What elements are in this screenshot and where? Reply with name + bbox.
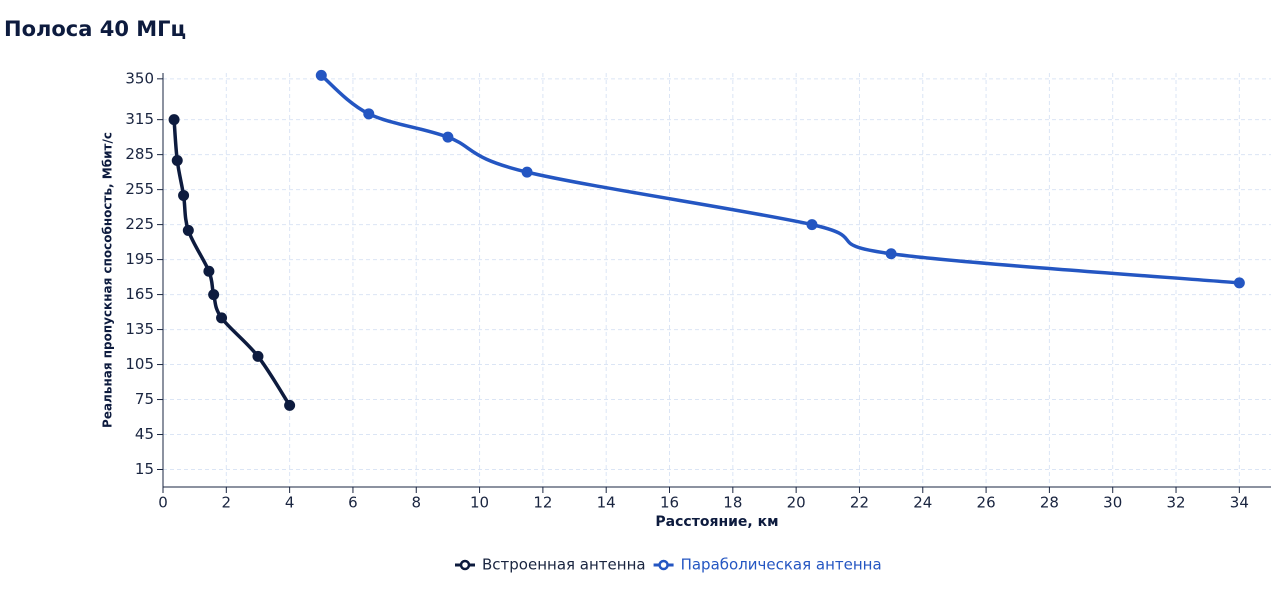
plot-area: [168, 69, 1245, 411]
x-tick-label: 4: [285, 494, 295, 512]
y-tick-label: 105: [125, 355, 154, 373]
point: [168, 114, 180, 126]
point: [171, 154, 183, 166]
legend-item[interactable]: Параболическая антенна: [653, 556, 882, 574]
point: [178, 189, 190, 201]
x-tick-label: 32: [1166, 494, 1185, 512]
legend-label: Параболическая антенна: [681, 556, 882, 574]
y-tick-label: 45: [135, 425, 154, 443]
point: [521, 166, 533, 178]
point: [315, 69, 327, 81]
legend-marker: [459, 559, 471, 571]
y-tick-label: 255: [125, 180, 154, 198]
chart-title: Полоса 40 МГц: [4, 17, 186, 41]
point: [203, 265, 215, 277]
point: [284, 399, 296, 411]
point: [363, 108, 375, 120]
point: [252, 350, 264, 362]
x-tick-label: 12: [533, 494, 552, 512]
point: [182, 224, 194, 236]
x-tick-label: 26: [977, 494, 996, 512]
x-tick-label: 20: [787, 494, 806, 512]
x-tick-label: 22: [850, 494, 869, 512]
legend: Встроенная антенна Параболическая антенна: [455, 556, 882, 574]
y-tick-label: 15: [135, 460, 154, 478]
x-tick-label: 14: [597, 494, 616, 512]
x-tick-label: 8: [411, 494, 421, 512]
y-tick-label: 225: [125, 215, 154, 233]
y-axis-label: Реальная пропускная способность, Мбит/с: [101, 132, 115, 428]
x-axis-label: Расстояние, км: [655, 514, 778, 530]
x-tick-label: 34: [1230, 494, 1249, 512]
y-tick-label: 195: [125, 250, 154, 268]
x-tick-label: 24: [913, 494, 932, 512]
x-tick-label: 16: [660, 494, 679, 512]
point: [885, 248, 897, 260]
point: [208, 289, 220, 301]
y-tick-label: 165: [125, 285, 154, 303]
point: [1233, 277, 1245, 289]
y-tick-label: 350: [125, 69, 154, 87]
x-tick-label: 28: [1040, 494, 1059, 512]
x-tick-label: 6: [348, 494, 358, 512]
x-tick-label: 2: [222, 494, 232, 512]
line: [172, 119, 292, 407]
legend-marker: [658, 559, 669, 571]
y-tick-label: 135: [125, 320, 154, 338]
point: [216, 312, 228, 324]
x-tick-label: 18: [723, 494, 742, 512]
x-tick-label: 0: [158, 494, 168, 512]
legend-item[interactable]: Встроенная антенна: [455, 556, 646, 574]
point: [806, 219, 818, 231]
y-tick-label: 75: [135, 390, 154, 408]
y-tick-label: 285: [125, 145, 154, 163]
x-tick-label: 30: [1103, 494, 1122, 512]
line: [320, 73, 1240, 285]
x-tick-label: 10: [470, 494, 489, 512]
legend-label: Встроенная антенна: [482, 556, 646, 574]
point: [442, 131, 454, 143]
y-tick-label: 315: [125, 110, 154, 128]
